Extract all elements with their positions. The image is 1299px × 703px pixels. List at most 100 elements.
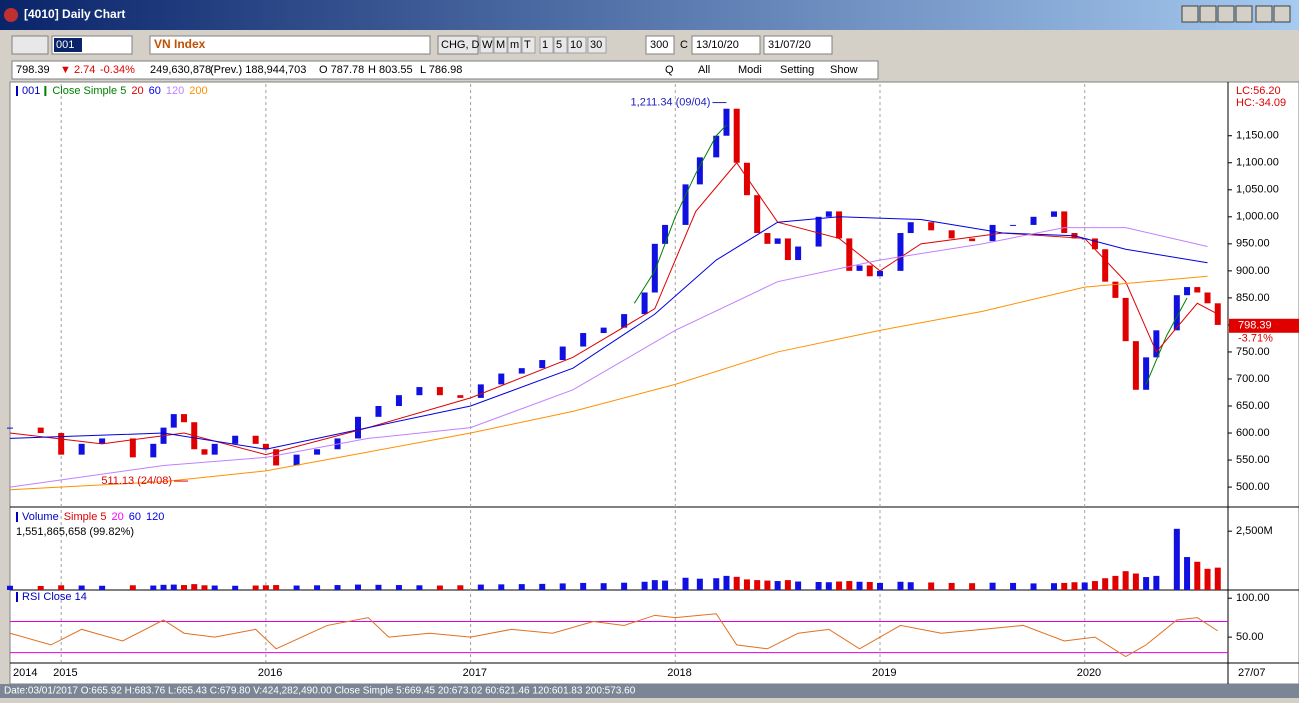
candle xyxy=(580,333,587,347)
volume-bar xyxy=(170,584,177,590)
candle xyxy=(600,327,607,334)
btn[interactable] xyxy=(1235,5,1253,23)
status-text: Date:03/01/2017 O:665.92 H:683.76 L:665.… xyxy=(4,686,636,697)
info-btn[interactable]: Modi xyxy=(738,64,762,76)
volume-bar xyxy=(795,581,802,590)
volume-bar xyxy=(1194,561,1201,590)
volume-bar xyxy=(191,584,198,590)
y-tick-label: 900.00 xyxy=(1236,265,1270,277)
volume-bar xyxy=(498,584,505,590)
volume-bar xyxy=(273,585,280,590)
period-btn[interactable] xyxy=(567,36,587,54)
from-date: 13/10/20 xyxy=(696,39,739,51)
candle xyxy=(713,135,720,158)
period-btn[interactable] xyxy=(493,36,508,54)
volume-bar xyxy=(580,582,587,590)
x-tick-label: 27/07 xyxy=(1238,667,1266,679)
volume-bar xyxy=(784,580,791,590)
count: 300 xyxy=(650,39,668,51)
period-btn[interactable] xyxy=(587,36,607,54)
period-btn[interactable] xyxy=(521,36,536,54)
volume-bar xyxy=(1143,577,1150,590)
info-buttons[interactable]: Q All Modi Setting Show xyxy=(665,64,858,76)
candle xyxy=(1173,295,1180,331)
info-prev: (Prev.) 188,944,703 xyxy=(210,64,306,76)
period-btn-label: m xyxy=(510,39,519,51)
candle xyxy=(375,406,382,417)
candle xyxy=(754,195,761,234)
volume-bar xyxy=(375,584,382,590)
candle xyxy=(836,211,843,239)
volume-bar xyxy=(201,585,208,590)
volume-bar xyxy=(416,585,423,590)
candle xyxy=(733,108,740,163)
volume-bar xyxy=(232,585,239,590)
moving-average xyxy=(9,216,1208,450)
candle xyxy=(928,222,935,231)
volume-bar xyxy=(1091,581,1098,590)
volume-bar xyxy=(723,575,730,590)
candle xyxy=(989,224,996,242)
candle xyxy=(498,373,505,385)
info-high: H 803.55 xyxy=(368,64,413,76)
candle xyxy=(907,222,914,234)
window-buttons[interactable] xyxy=(1181,5,1291,23)
to-box[interactable] xyxy=(763,35,833,55)
nav-buttons[interactable] xyxy=(11,35,49,55)
volume-bar xyxy=(334,585,341,590)
volume-bar xyxy=(211,585,218,590)
y-tick-label: 1,000.00 xyxy=(1236,211,1279,223)
volume-bar xyxy=(99,585,106,590)
volume-bar xyxy=(518,584,525,590)
x-tick-label: 2020 xyxy=(1077,667,1101,679)
candle xyxy=(856,265,863,271)
candle xyxy=(795,246,802,261)
y-tick-label: 600.00 xyxy=(1236,427,1270,439)
btn[interactable] xyxy=(1199,5,1217,23)
volume-bar xyxy=(160,584,167,590)
candle xyxy=(181,414,187,423)
volume-bar xyxy=(7,585,13,590)
index-name: VN Index xyxy=(154,37,206,51)
info-btn[interactable]: Q xyxy=(665,64,674,76)
period-btn[interactable] xyxy=(479,36,494,54)
period-button[interactable] xyxy=(437,35,479,55)
legend-entry: 200 xyxy=(189,85,207,97)
volume-bar xyxy=(1102,578,1109,590)
period-btn[interactable] xyxy=(553,36,568,54)
volume-bar xyxy=(262,585,269,590)
x-tick-label: 2018 xyxy=(667,667,691,679)
volume-bar xyxy=(989,582,996,590)
btn[interactable] xyxy=(1217,5,1235,23)
candle xyxy=(518,368,525,374)
btn[interactable] xyxy=(1255,5,1273,23)
candle xyxy=(1051,211,1057,217)
volume-bar xyxy=(1061,582,1068,590)
count-box[interactable] xyxy=(645,35,675,55)
y-tick-label: 1,050.00 xyxy=(1236,184,1279,196)
info-btn[interactable]: All xyxy=(698,64,710,76)
volume-bar xyxy=(355,584,361,590)
candle xyxy=(743,162,750,196)
volume-bar xyxy=(314,585,321,590)
info-btn[interactable]: Setting xyxy=(780,64,814,76)
y-tick-label: 50.00 xyxy=(1236,631,1264,643)
legend-entry: RSI Close 14 xyxy=(22,591,87,603)
volume-bar xyxy=(948,582,955,590)
candle xyxy=(1061,211,1068,234)
candle xyxy=(7,427,13,429)
info-pct: -0.34% xyxy=(100,64,135,76)
btn[interactable] xyxy=(1273,5,1291,23)
volume-bar xyxy=(764,580,771,590)
info-btn[interactable]: Show xyxy=(830,64,858,76)
btn[interactable] xyxy=(1181,5,1199,23)
from-box[interactable] xyxy=(691,35,761,55)
c-button[interactable]: C xyxy=(680,39,688,51)
volume-bar xyxy=(559,583,566,590)
candle xyxy=(170,414,177,428)
period-btn[interactable] xyxy=(539,36,554,54)
period-btn[interactable] xyxy=(507,36,522,54)
